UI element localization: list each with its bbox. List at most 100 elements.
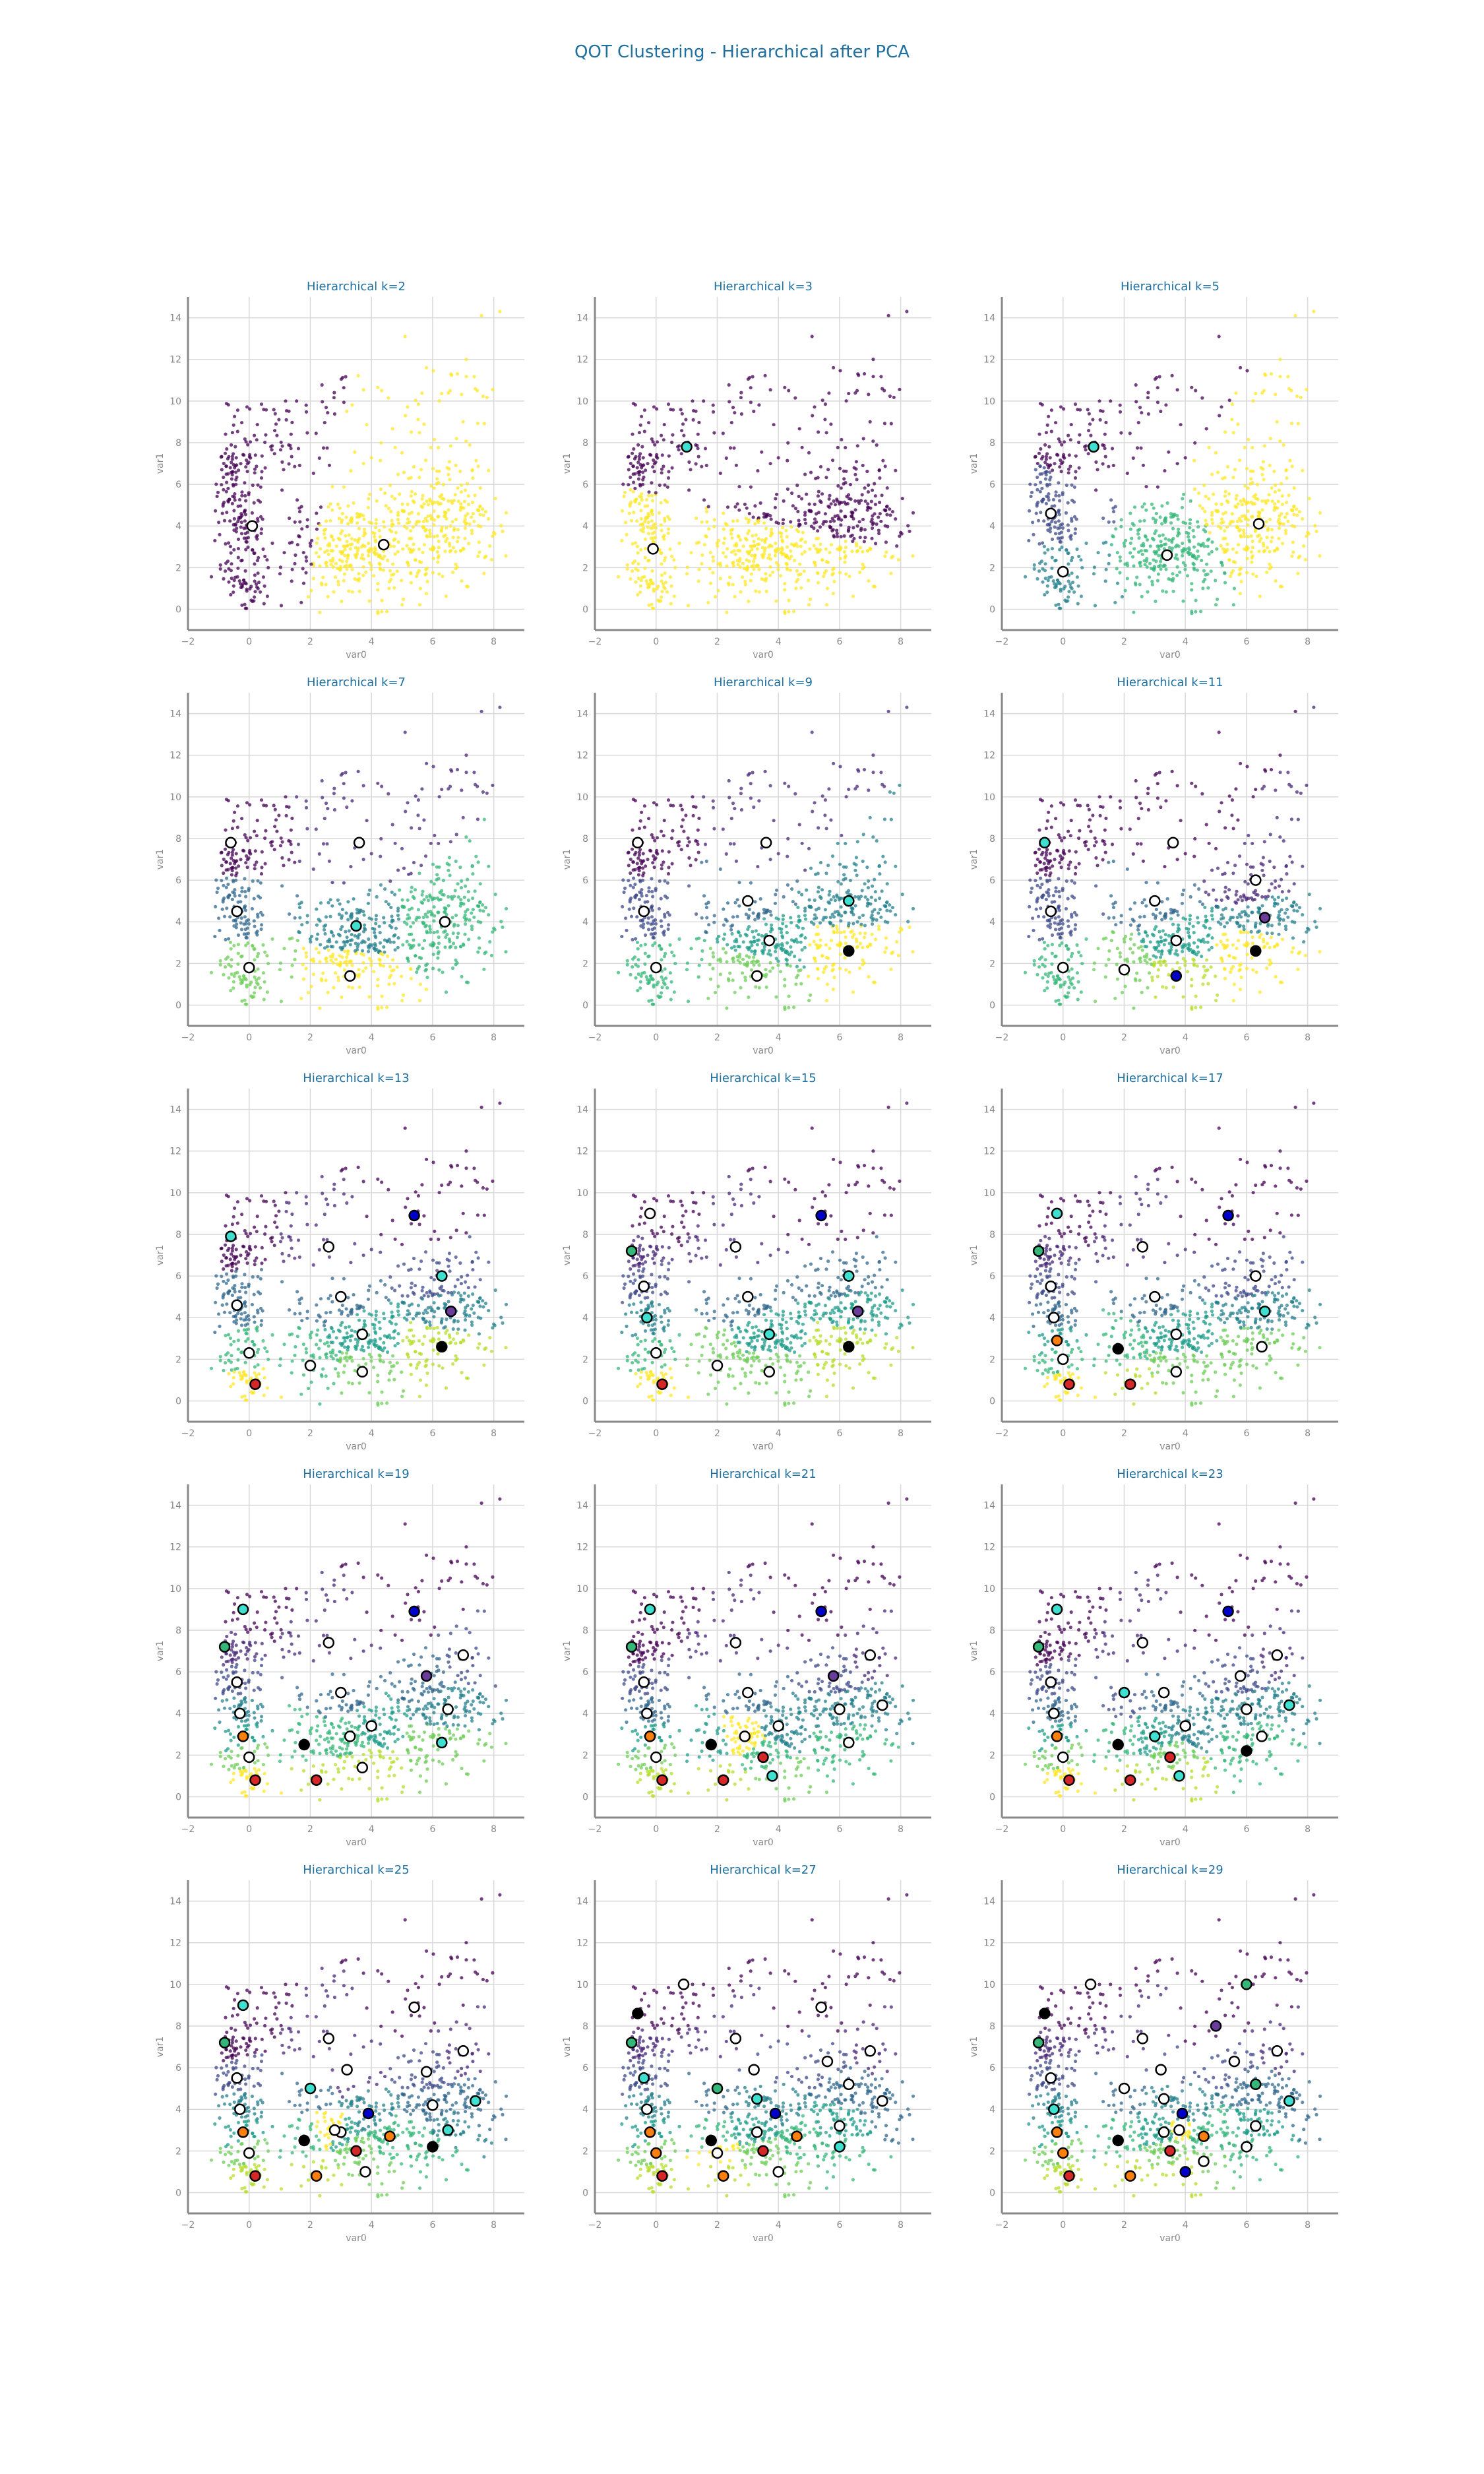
data-point (1136, 550, 1141, 554)
data-point (747, 550, 751, 554)
data-point (660, 991, 664, 995)
data-point (875, 522, 879, 526)
data-point (787, 610, 791, 614)
data-point (239, 900, 243, 904)
data-point (449, 499, 453, 503)
centroid-marker (350, 920, 362, 932)
data-point (1262, 840, 1266, 844)
data-point (641, 470, 645, 474)
data-point (820, 954, 824, 958)
data-point (729, 421, 733, 425)
data-point (481, 394, 485, 398)
data-point (447, 460, 452, 464)
data-point (653, 839, 657, 842)
data-point (454, 567, 458, 571)
data-point (437, 877, 441, 881)
data-point (435, 477, 439, 481)
data-point (873, 980, 877, 984)
data-point (1232, 587, 1236, 590)
data-point (361, 573, 365, 577)
data-point (1220, 502, 1223, 507)
data-point (874, 937, 878, 941)
data-point (646, 900, 650, 904)
data-point (743, 975, 747, 979)
data-point (230, 850, 234, 854)
data-point (466, 980, 470, 984)
data-point (1118, 799, 1122, 803)
data-point (650, 509, 654, 513)
data-point (797, 519, 801, 523)
data-point (818, 895, 822, 899)
data-point (279, 999, 284, 1003)
data-point (858, 966, 862, 970)
data-point (310, 538, 314, 543)
data-point (1154, 518, 1158, 523)
data-point (752, 409, 756, 414)
data-point (783, 588, 787, 592)
data-point (247, 460, 251, 464)
data-point (253, 924, 257, 928)
data-point (1251, 539, 1254, 544)
centroid-marker (231, 905, 243, 918)
data-point (665, 896, 669, 900)
data-point (839, 905, 843, 909)
data-point (757, 542, 761, 546)
data-point (421, 915, 425, 920)
data-point (725, 523, 729, 527)
data-point (824, 999, 828, 1003)
data-point (363, 940, 367, 944)
data-point (724, 951, 728, 955)
data-point (409, 967, 413, 970)
data-point (871, 771, 875, 775)
data-point (255, 464, 259, 468)
data-point (1154, 529, 1158, 533)
data-point (680, 825, 684, 829)
data-point (391, 523, 395, 526)
data-point (242, 974, 246, 978)
data-point (1042, 466, 1046, 470)
data-point (829, 818, 833, 822)
y-tick-label: 0 (582, 1000, 588, 1011)
data-point (657, 906, 662, 911)
data-point (867, 788, 871, 792)
data-point (641, 873, 645, 877)
data-point (905, 309, 909, 313)
data-point (789, 938, 793, 942)
data-point (448, 840, 452, 844)
data-point (474, 459, 478, 462)
data-point (435, 500, 440, 504)
data-point (290, 850, 294, 854)
data-point (223, 451, 228, 455)
data-point (704, 534, 708, 538)
data-point (772, 423, 776, 427)
data-point (756, 563, 760, 567)
data-point (667, 866, 671, 870)
data-point (227, 541, 231, 545)
data-point (878, 872, 882, 876)
centroid-marker (377, 538, 390, 551)
y-tick-label: 8 (175, 438, 181, 449)
data-point (324, 583, 328, 587)
data-point (353, 538, 357, 542)
data-point (838, 571, 842, 575)
data-point (225, 876, 229, 880)
data-point (1044, 457, 1048, 461)
data-point (347, 589, 351, 593)
data-point (1219, 544, 1223, 548)
data-point (304, 555, 308, 559)
data-point (406, 502, 410, 507)
data-point (1069, 981, 1073, 985)
data-point (416, 571, 419, 575)
data-point (816, 925, 820, 929)
data-point (1212, 492, 1216, 496)
x-tick-label: 6 (429, 637, 435, 647)
data-point (636, 577, 640, 581)
data-point (425, 915, 429, 919)
data-point (1067, 590, 1071, 594)
data-point (639, 528, 643, 532)
data-point (839, 509, 843, 513)
data-point (1057, 519, 1061, 523)
data-point (409, 925, 413, 929)
data-point (1286, 375, 1290, 379)
data-point (636, 562, 640, 566)
